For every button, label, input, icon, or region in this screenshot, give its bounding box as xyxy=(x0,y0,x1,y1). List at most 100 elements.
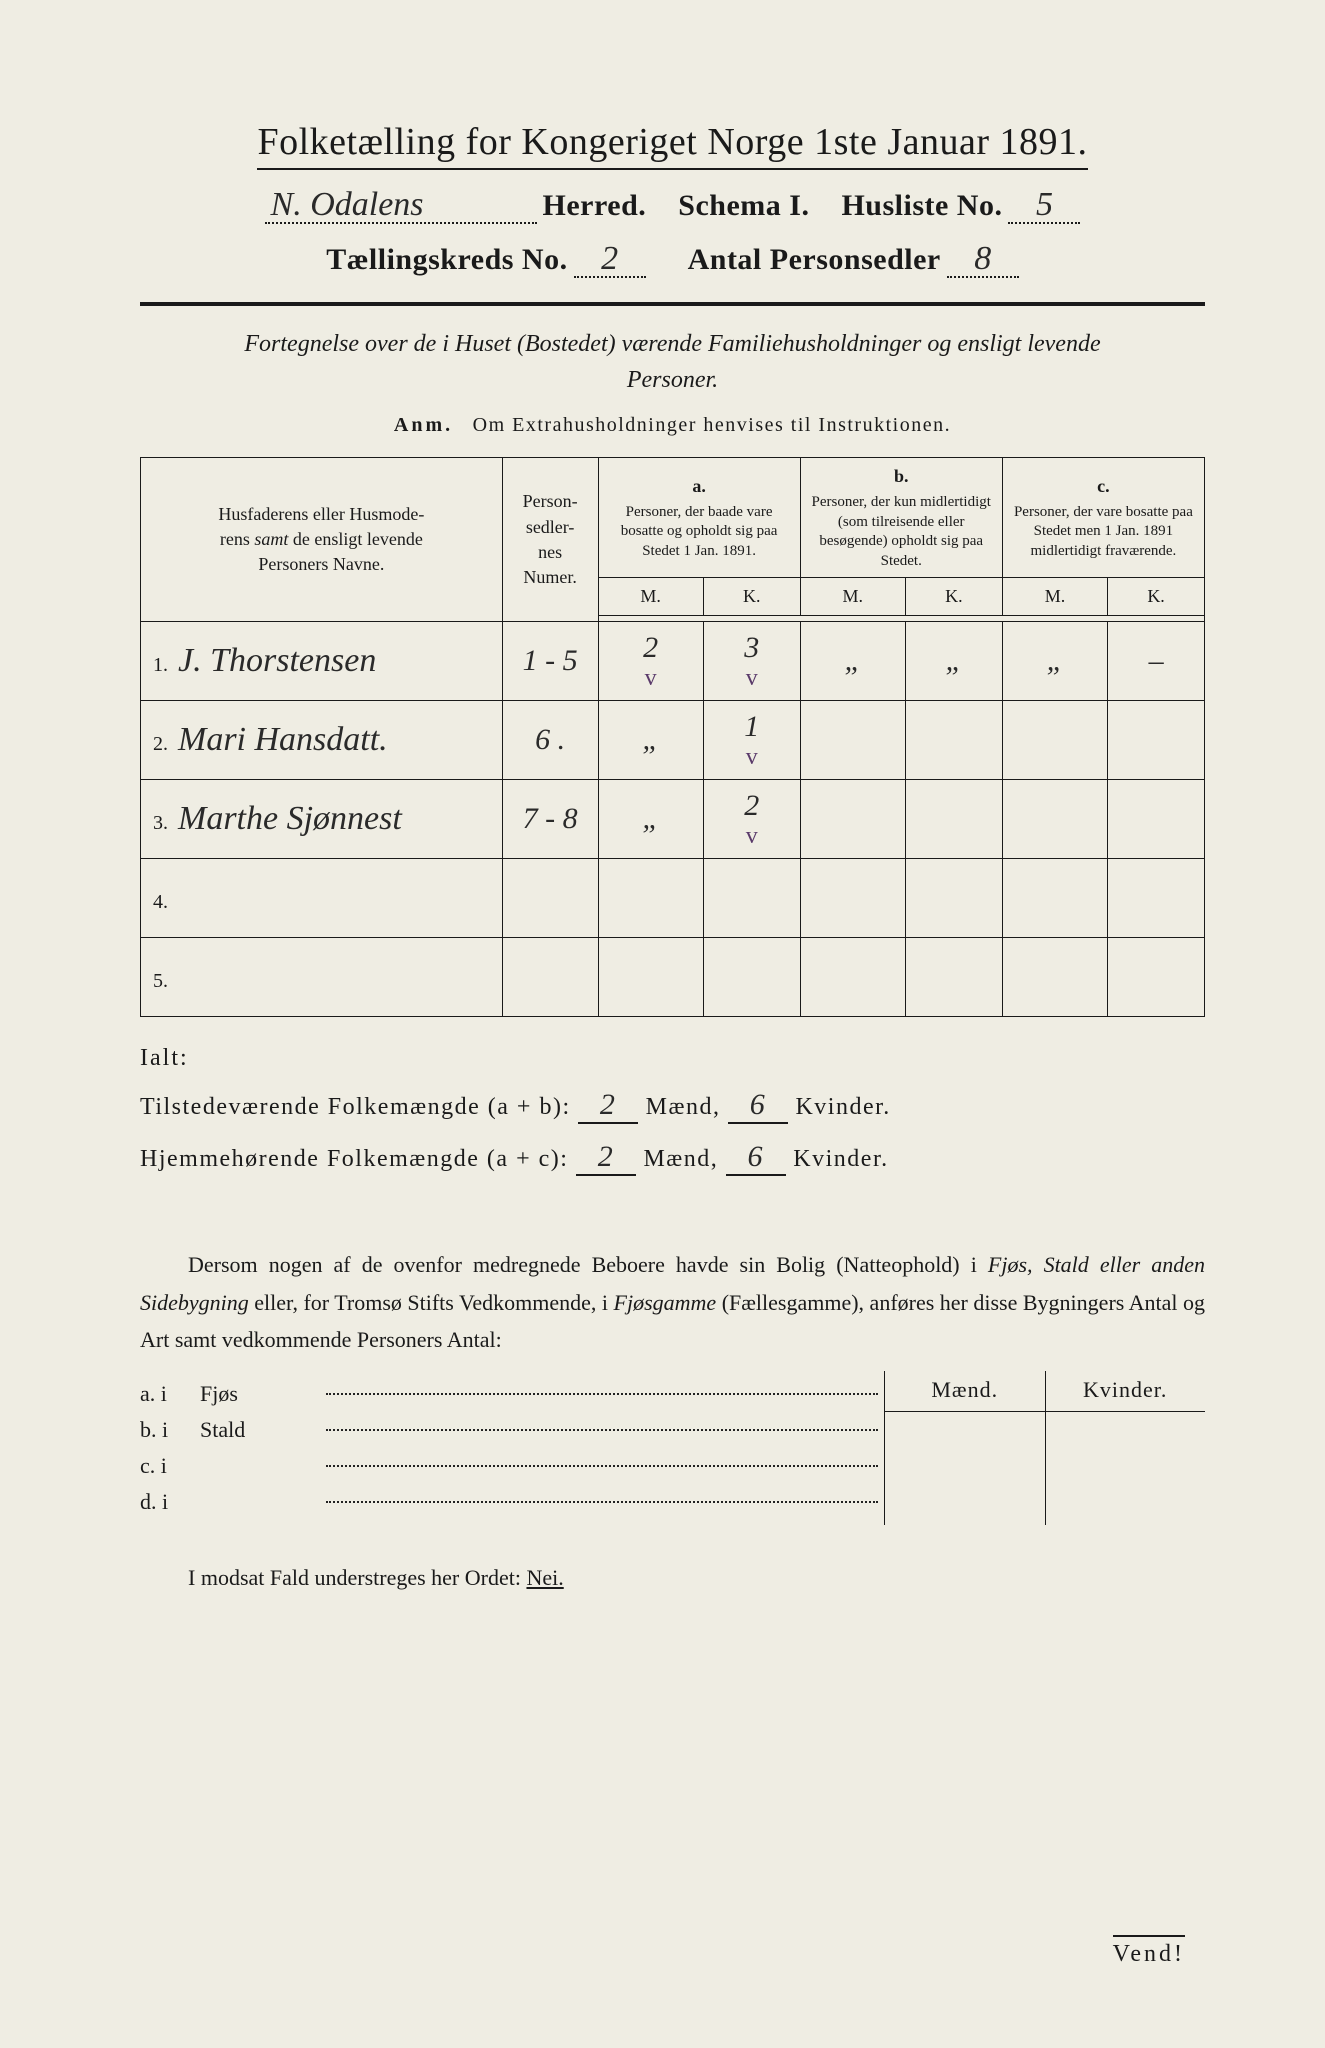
cell-c-m xyxy=(1002,701,1107,780)
cell-a-k: 3v xyxy=(703,622,800,701)
cell-b-m: „ xyxy=(800,622,905,701)
table-row: 1.J. Thorstensen1 - 52v3v„„„– xyxy=(141,622,1205,701)
totals-block: Ialt: xyxy=(140,1045,1205,1072)
dotted-line xyxy=(326,1425,878,1431)
cell-b-k xyxy=(905,859,1002,938)
tot1-k: 6 xyxy=(728,1088,788,1124)
cell-b-k xyxy=(905,701,1002,780)
outbuilding-row: d. i xyxy=(140,1489,884,1515)
row-name-cell: 1.J. Thorstensen xyxy=(141,622,503,701)
cell-c-m xyxy=(1002,780,1107,859)
herred-label: Herred. xyxy=(543,189,647,223)
lower-paragraph: Dersom nogen af de ovenfor medregnede Be… xyxy=(140,1246,1205,1358)
totals-line-2: Hjemmehørende Folkemængde (a + c): 2 Mæn… xyxy=(140,1140,1205,1176)
row-label: b. i xyxy=(140,1417,200,1443)
subtitle: Fortegnelse over de i Huset (Bostedet) v… xyxy=(200,326,1145,398)
husliste-value: 5 xyxy=(1008,188,1080,224)
col-b-m: M. xyxy=(800,578,905,616)
row-label: d. i xyxy=(140,1489,200,1515)
dotted-line xyxy=(326,1497,878,1503)
cell-c-k xyxy=(1108,938,1205,1017)
header-line2: N. Odalens Herred. Schema I. Husliste No… xyxy=(140,188,1205,224)
col-a-k: K. xyxy=(703,578,800,616)
col-b-k: K. xyxy=(905,578,1002,616)
cell-a-m: „ xyxy=(598,701,703,780)
col-c-m: M. xyxy=(1002,578,1107,616)
sedler-cell xyxy=(502,859,598,938)
outbuilding-row: b. iStald xyxy=(140,1417,884,1443)
totals-line-1: Tilstedeværende Folkemængde (a + b): 2 M… xyxy=(140,1088,1205,1124)
main-title: Folketælling for Kongeriget Norge 1ste J… xyxy=(257,120,1087,170)
outbuilding-grid: a. iFjøs b. iStald c. i d. i Mænd. Kvinder. xyxy=(140,1371,1205,1525)
col-kvinder: Kvinder. xyxy=(1045,1371,1206,1525)
cell-a-m: 2v xyxy=(598,622,703,701)
outbuilding-row: a. iFjøs xyxy=(140,1381,884,1407)
ialt-label: Ialt: xyxy=(140,1045,250,1072)
table-row: 3.Marthe Sjønnest7 - 8„2v xyxy=(141,780,1205,859)
cell-c-k xyxy=(1108,859,1205,938)
sedler-cell: 6 . xyxy=(502,701,598,780)
cell-a-k: 2v xyxy=(703,780,800,859)
col-c-k: K. xyxy=(1108,578,1205,616)
row-label: a. i xyxy=(140,1381,200,1407)
sedler-cell: 1 - 5 xyxy=(502,622,598,701)
row-name-cell: 2. Mari Hansdatt. xyxy=(141,701,503,780)
cell-b-m xyxy=(800,780,905,859)
sedler-value: 8 xyxy=(947,242,1019,278)
divider xyxy=(140,302,1205,306)
anm-label: Anm. xyxy=(394,414,453,436)
row-name-cell: 3.Marthe Sjønnest xyxy=(141,780,503,859)
outbuilding-rows: a. iFjøs b. iStald c. i d. i xyxy=(140,1371,884,1525)
row-number: 5. xyxy=(153,970,168,992)
outbuilding-counts: Mænd. Kvinder. xyxy=(884,1371,1205,1525)
col-header-c: c. Personer, der vare bosatte paa Stedet… xyxy=(1002,458,1204,578)
cell-b-k xyxy=(905,780,1002,859)
household-table: Husfaderens eller Husmode- rens samt de … xyxy=(140,457,1205,1017)
dotted-line xyxy=(326,1461,878,1467)
cell-a-m: „ xyxy=(598,780,703,859)
header-line3: Tællingskreds No. 2 Antal Personsedler 8 xyxy=(140,242,1205,278)
sedler-cell: 7 - 8 xyxy=(502,780,598,859)
husliste-label: Husliste No. xyxy=(841,189,1002,223)
row-kind: Fjøs xyxy=(200,1381,320,1407)
row-name-cell: 5. xyxy=(141,938,503,1017)
tot2-k: 6 xyxy=(726,1140,786,1176)
row-name-cell: 4. xyxy=(141,859,503,938)
sedler-label: Antal Personsedler xyxy=(688,243,941,277)
cell-c-m xyxy=(1002,938,1107,1017)
col-maend: Mænd. xyxy=(885,1371,1045,1525)
cell-a-k: 1v xyxy=(703,701,800,780)
cell-a-k xyxy=(703,938,800,1017)
cell-b-k xyxy=(905,938,1002,1017)
herred-value: N. Odalens xyxy=(265,188,537,224)
col-header-numer: Person- sedler- nes Numer. xyxy=(502,458,598,622)
cell-c-k: – xyxy=(1108,622,1205,701)
outbuilding-row: c. i xyxy=(140,1453,884,1479)
table-row: 2. Mari Hansdatt. 6 .„1v xyxy=(141,701,1205,780)
col-header-a: a. Personer, der baade vare bosatte og o… xyxy=(598,458,800,578)
cell-c-k xyxy=(1108,701,1205,780)
cell-c-m xyxy=(1002,859,1107,938)
tot2-m: 2 xyxy=(576,1140,636,1176)
table-row: 5. xyxy=(141,938,1205,1017)
census-form-page: Folketælling for Kongeriget Norge 1ste J… xyxy=(0,0,1325,2048)
cell-c-k xyxy=(1108,780,1205,859)
row-number: 4. xyxy=(153,891,168,913)
col-a-m: M. xyxy=(598,578,703,616)
col-header-b: b. Personer, der kun midlertidigt (som t… xyxy=(800,458,1002,578)
cell-b-m xyxy=(800,701,905,780)
col-header-names: Husfaderens eller Husmode- rens samt de … xyxy=(141,458,503,622)
cell-a-m xyxy=(598,938,703,1017)
person-name: Mari Hansdatt. xyxy=(178,721,388,758)
cell-b-m xyxy=(800,859,905,938)
anm-text: Om Extrahusholdninger henvises til Instr… xyxy=(473,414,951,436)
person-name: J. Thorstensen xyxy=(178,642,376,679)
kreds-label: Tællingskreds No. xyxy=(326,243,567,277)
table-row: 4. xyxy=(141,859,1205,938)
person-name: Marthe Sjønnest xyxy=(178,800,402,837)
row-number: 2. xyxy=(153,733,168,755)
cell-a-k xyxy=(703,859,800,938)
tot1-m: 2 xyxy=(578,1088,638,1124)
sedler-cell xyxy=(502,938,598,1017)
row-label: c. i xyxy=(140,1453,200,1479)
